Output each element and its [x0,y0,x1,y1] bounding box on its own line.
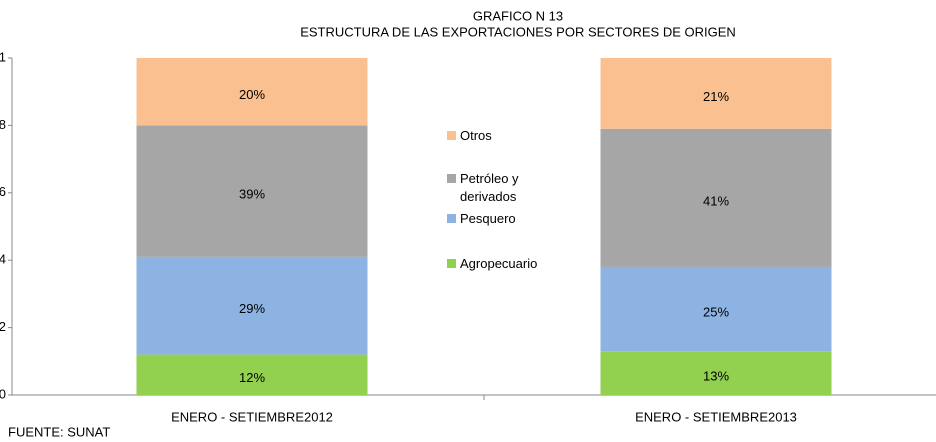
legend-swatch [447,259,456,268]
chart-title: GRAFICO N 13 [473,8,563,23]
bar-segment [600,58,832,129]
data-label: 12% [239,370,265,385]
y-tick-label: 0.6 [0,184,6,199]
x-tick-label: ENERO - SETIEMBRE2012 [171,409,333,424]
legend-label: Otros [460,128,492,143]
data-label: 29% [239,301,265,316]
data-label: 20% [239,87,265,102]
bar-segment [136,256,368,355]
bar-segment [136,125,368,257]
legend-item: Petróleo y derivados [447,170,560,206]
data-label: 21% [703,89,729,104]
y-tick-label: 0 [0,386,6,401]
legend-label: Petróleo y derivados [460,171,519,204]
legend-swatch [447,174,456,183]
legend-item: Otros [447,127,560,145]
data-label: 41% [703,193,729,208]
bar-segment [600,128,832,267]
data-label: 39% [239,187,265,202]
y-tick-label: 0.2 [0,319,6,334]
bar-segment [600,351,832,395]
bar-segment [136,58,368,126]
y-tick-label: 0.8 [0,117,6,132]
bar-segment [136,354,368,395]
legend-label: Agropecuario [460,256,538,271]
data-label: 25% [703,305,729,320]
y-tick-label: 1 [0,49,6,64]
x-tick-label: ENERO - SETIEMBRE2013 [635,409,797,424]
bar-segment [600,266,832,352]
data-label: 13% [703,369,729,384]
legend-swatch [447,214,456,223]
legend-swatch [447,131,456,140]
chart-subtitle: ESTRUCTURA DE LAS EXPORTACIONES POR SECT… [300,24,736,39]
legend-item: Pesquero [447,210,560,228]
legend-label: Pesquero [460,211,516,226]
y-tick-label: 0.4 [0,252,6,267]
legend-item: Agropecuario [447,255,560,273]
source-note: FUENTE: SUNAT [8,424,110,439]
